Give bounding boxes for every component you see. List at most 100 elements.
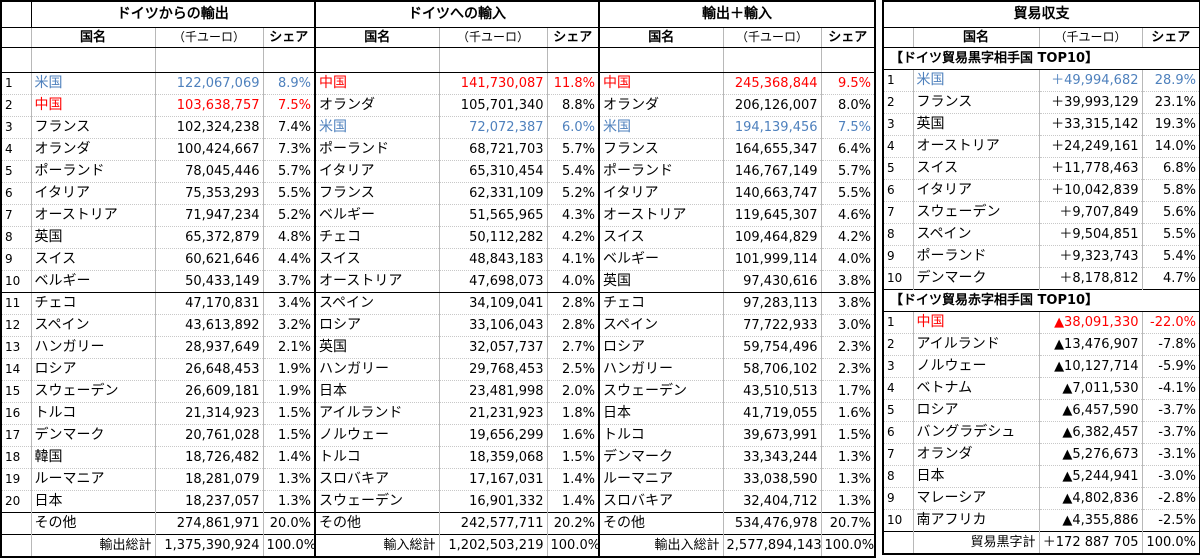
- table-row: 2 中国 103,638,757 7.5% オランダ 105,701,340 8.8% オラン…: [0, 94, 877, 117]
- import-country-name: 中国: [314, 72, 440, 95]
- main-subheader-row: 国名 （千ユーロ） シェア 国名 （千ユーロ） シェア 国名 （千ユーロ） シェ…: [0, 27, 877, 48]
- import-value: 16,901,332: [438, 490, 548, 513]
- other-export-value: 274,861,971: [154, 512, 264, 535]
- rank-cell: 3: [0, 116, 32, 139]
- export-country-name: 米国: [30, 72, 156, 95]
- rank-cell: 6: [882, 421, 914, 444]
- balance-country-name: オーストリア: [912, 135, 1040, 158]
- grand-total-row: 輸出総計 1,375,390,924 100.0% 輸入総計 1,202,503…: [0, 534, 877, 558]
- balance-value: ＋11,778,463: [1038, 157, 1143, 180]
- export-country-name: スイス: [30, 248, 156, 271]
- export-value: 18,281,079: [154, 468, 264, 491]
- total-value: 140,663,747: [722, 182, 822, 205]
- export-share: 1.9%: [262, 380, 317, 403]
- balance-country-name: ポーランド: [912, 245, 1040, 268]
- surplus-row: 6 イタリア ＋10,042,839 5.8%: [882, 179, 1200, 202]
- export-share: 3.4%: [262, 292, 317, 315]
- surplus-row: 8 スペイン ＋9,504,851 5.5%: [882, 223, 1200, 246]
- table-row: 7 オーストリア 71,947,234 5.2% ベルギー 51,565,965 4.3% オ…: [0, 204, 877, 227]
- export-share: 3.7%: [262, 270, 317, 293]
- import-value: 65,310,454: [438, 160, 548, 183]
- export-value: 60,621,646: [154, 248, 264, 271]
- balance-country-name: ベトナム: [912, 377, 1040, 400]
- export-country-name: ベルギー: [30, 270, 156, 293]
- deficit-row: 4 ベトナム ▲7,011,530 -4.1%: [882, 377, 1200, 400]
- rank-cell: 17: [0, 424, 32, 447]
- total-share: 6.4%: [820, 138, 877, 161]
- table-row: 20 日本 18,237,057 1.3% スウェーデン 16,901,332 1.4% スロ…: [0, 490, 877, 513]
- import-country-name: ハンガリー: [314, 358, 440, 381]
- balance-value: ＋10,042,839: [1038, 179, 1143, 202]
- import-share: 1.4%: [546, 468, 601, 491]
- total-country-name: 英国: [598, 270, 724, 293]
- rank-cell: 14: [0, 358, 32, 381]
- import-value: 19,656,299: [438, 424, 548, 447]
- balance-share: 28.9%: [1141, 69, 1200, 92]
- total-value: 59,754,496: [722, 336, 822, 359]
- import-value: 141,730,087: [438, 72, 548, 95]
- balance-total-label: 貿易黒字計: [912, 531, 1040, 555]
- rank-subheader: [0, 27, 32, 48]
- deficit-row: 3 ノルウェー ▲10,127,714 -5.9%: [882, 355, 1200, 378]
- import-value: 32,057,737: [438, 336, 548, 359]
- import-share-subheader: シェア: [546, 27, 601, 48]
- import-country-name: オーストリア: [314, 270, 440, 293]
- import-value: 17,167,031: [438, 468, 548, 491]
- export-country-name: オーストリア: [30, 204, 156, 227]
- other-import-share: 20.2%: [546, 512, 601, 535]
- deficit-body: 1 中国 ▲38,091,330 -22.0% 2 アイルランド ▲13,476,907 -7…: [882, 311, 1200, 532]
- total-country-name: ハンガリー: [598, 358, 724, 381]
- export-country-name: 中国: [30, 94, 156, 117]
- export-value: 71,947,234: [154, 204, 264, 227]
- export-country-name: ロシア: [30, 358, 156, 381]
- balance-share: -7.8%: [1141, 333, 1200, 356]
- total-value: 58,706,102: [722, 358, 822, 381]
- balance-value: ＋33,315,142: [1038, 113, 1143, 136]
- rank-cell: 12: [0, 314, 32, 337]
- balance-country-name: マレーシア: [912, 487, 1040, 510]
- balance-value: ▲5,244,941: [1038, 465, 1143, 488]
- export-value: 18,726,482: [154, 446, 264, 469]
- import-value: 23,481,998: [438, 380, 548, 403]
- rank-cell: 4: [0, 138, 32, 161]
- table-row: 1 米国 122,067,069 8.9% 中国 141,730,087 11.8% 中国 24…: [0, 72, 877, 95]
- surplus-title-row: 【ドイツ貿易黒字相手国 TOP10】: [882, 47, 1200, 70]
- import-country-name: アイルランド: [314, 402, 440, 425]
- rank-cell: 6: [0, 182, 32, 205]
- rank-cell: 9: [882, 487, 914, 510]
- export-share: 5.2%: [262, 204, 317, 227]
- total-share: 7.5%: [820, 116, 877, 139]
- rank-cell: 11: [0, 292, 32, 315]
- total-unit-subheader: （千ユーロ）: [722, 27, 822, 48]
- table-row: 15 スウェーデン 26,609,181 1.9% 日本 23,481,998 2.0% スウ…: [0, 380, 877, 403]
- export-country-name: ポーランド: [30, 160, 156, 183]
- rank-cell: 2: [0, 94, 32, 117]
- rank-cell: 2: [882, 333, 914, 356]
- balance-unit-subheader: （千ユーロ）: [1038, 27, 1143, 48]
- rank-cell: 16: [0, 402, 32, 425]
- rank-cell: 7: [882, 201, 914, 224]
- balance-share: 23.1%: [1141, 91, 1200, 114]
- import-country-name: ベルギー: [314, 204, 440, 227]
- balance-share: -2.5%: [1141, 509, 1200, 532]
- import-country-name: ポーランド: [314, 138, 440, 161]
- import-value: 34,109,041: [438, 292, 548, 315]
- balance-value: ▲38,091,330: [1038, 311, 1143, 334]
- import-country-name: ノルウェー: [314, 424, 440, 447]
- balance-value: ▲5,276,673: [1038, 443, 1143, 466]
- export-share: 7.3%: [262, 138, 317, 161]
- import-share: 4.0%: [546, 270, 601, 293]
- import-value: 68,721,703: [438, 138, 548, 161]
- balance-value: ▲10,127,714: [1038, 355, 1143, 378]
- import-country-name: スロバキア: [314, 468, 440, 491]
- rank-cell: 20: [0, 490, 32, 513]
- total-header: 輸出＋輸入: [598, 0, 877, 28]
- total-share: 4.0%: [820, 248, 877, 271]
- import-country-name: スペイン: [314, 292, 440, 315]
- total-share: 3.8%: [820, 270, 877, 293]
- rank-cell: 10: [882, 509, 914, 532]
- balance-share: 6.8%: [1141, 157, 1200, 180]
- total-country-name: ポーランド: [598, 160, 724, 183]
- export-country-name: イタリア: [30, 182, 156, 205]
- balance-value: ▲6,457,590: [1038, 399, 1143, 422]
